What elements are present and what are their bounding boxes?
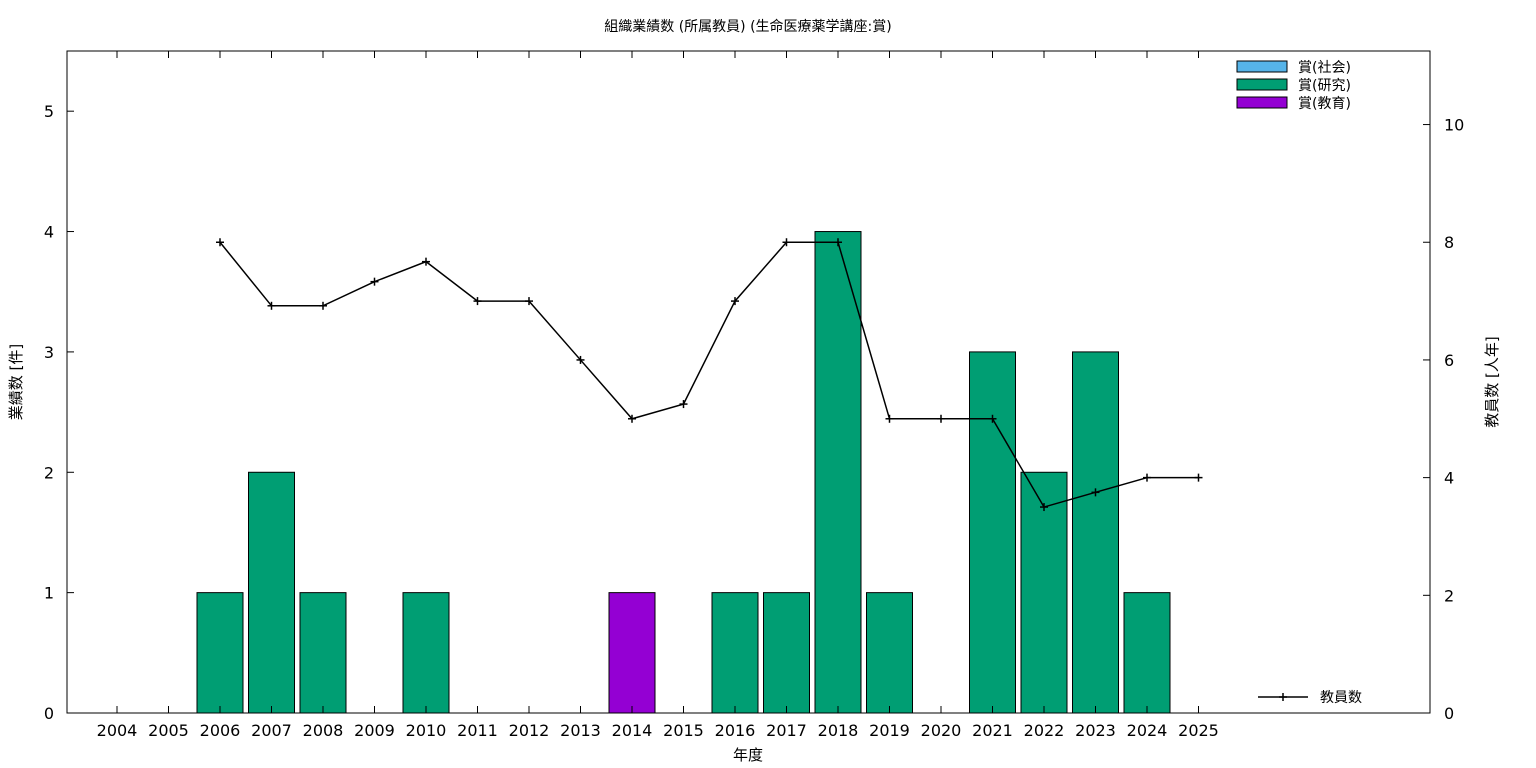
point-2024 [1143, 473, 1151, 482]
x-tick-label-2011: 2011 [457, 721, 498, 740]
chart-title: 組織業績数 (所属教員) (生命医療薬学講座:賞) [604, 18, 891, 35]
legend-swatch-教員数 [1258, 693, 1308, 701]
bar-2014 [608, 592, 656, 714]
x-tick-label-2013: 2013 [560, 721, 601, 740]
line-教員数 [219, 241, 1199, 508]
y2-tick-label-0: 0 [1444, 704, 1454, 723]
bar-2017 [763, 592, 810, 714]
x-tick-label-2005: 2005 [148, 721, 189, 740]
x-tick-label-2020: 2020 [921, 721, 962, 740]
point-2021 [988, 414, 997, 423]
legend-swatch-賞(研究) [1236, 78, 1288, 91]
legend-label-教員数: 教員数 [1320, 690, 1362, 706]
x-tick-label-2024: 2024 [1127, 721, 1168, 740]
y2-tick-label-10: 10 [1444, 116, 1464, 135]
bar-2019 [866, 592, 913, 714]
point-2013 [576, 355, 585, 364]
tick-labels-layer: 2004 2005 2006 2007 2008 2009 2010 2011 2012 2013… [44, 102, 1465, 740]
x-tick-label-2019: 2019 [869, 721, 910, 740]
x-tick-label-2018: 2018 [818, 721, 859, 740]
x-tick-label-2021: 2021 [972, 721, 1013, 740]
ticks-layer [67, 51, 1430, 714]
bar-2021 [969, 351, 1016, 714]
legend-swatch-賞(教育) [1236, 96, 1288, 109]
x-tick-label-2009: 2009 [354, 721, 395, 740]
y-tick-label-2: 2 [44, 463, 54, 482]
point-2014 [628, 414, 636, 423]
bar-2007 [248, 471, 295, 714]
legend: 賞(社会) 賞(研究) 賞(教育) 教員数 [1236, 60, 1362, 706]
y-tick-label-3: 3 [44, 343, 54, 362]
y2-tick-label-4: 4 [1444, 469, 1454, 488]
y-tick-label-5: 5 [44, 102, 54, 121]
bar-2023 [1072, 351, 1119, 714]
point-2011 [473, 297, 482, 306]
point-2012 [525, 297, 533, 306]
point-2007 [267, 301, 276, 310]
legend-label-賞(教育): 賞(教育) [1298, 96, 1351, 112]
y2-axis-label: 教員数 [人年] [1483, 336, 1501, 427]
point-2016 [731, 297, 739, 306]
point-2023 [1091, 488, 1100, 497]
bars-layer [196, 231, 1171, 714]
point-2017 [782, 238, 791, 247]
y-tick-label-0: 0 [44, 704, 54, 723]
point-2022 [1040, 503, 1048, 512]
x-tick-label-2014: 2014 [612, 721, 653, 740]
point-2010 [422, 257, 430, 266]
bar-2018 [814, 231, 862, 714]
legend-label-賞(社会): 賞(社会) [1298, 60, 1351, 76]
point-2009 [370, 277, 379, 286]
point-2019 [885, 414, 894, 423]
x-tick-label-2025: 2025 [1178, 721, 1219, 740]
x-tick-label-2023: 2023 [1075, 721, 1116, 740]
point-2020 [937, 414, 945, 423]
x-tick-label-2007: 2007 [251, 721, 292, 740]
x-tick-label-2022: 2022 [1024, 721, 1065, 740]
x-tick-label-2012: 2012 [509, 721, 550, 740]
x-tick-label-2006: 2006 [200, 721, 241, 740]
y-tick-label-1: 1 [44, 584, 54, 603]
bar-2006 [196, 592, 244, 714]
y2-tick-label-8: 8 [1444, 233, 1454, 252]
x-axis-label: 年度 [733, 746, 763, 764]
bar-2008 [299, 592, 347, 714]
x-tick-label-2004: 2004 [97, 721, 138, 740]
line-layer [216, 238, 1203, 512]
y2-tick-label-6: 6 [1444, 351, 1454, 370]
point-2015 [679, 400, 688, 409]
bar-2024 [1123, 592, 1171, 714]
point-2025 [1194, 473, 1203, 482]
x-tick-label-2017: 2017 [766, 721, 807, 740]
legend-label-賞(研究): 賞(研究) [1298, 78, 1351, 94]
point-2018 [834, 238, 842, 247]
point-2006 [216, 238, 224, 247]
y-axis-label: 業績数 [件] [7, 344, 25, 420]
y-tick-label-4: 4 [44, 223, 54, 242]
y2-tick-label-2: 2 [1444, 586, 1454, 605]
x-tick-label-2016: 2016 [715, 721, 756, 740]
bar-2010 [402, 592, 450, 714]
legend-swatch-賞(社会) [1236, 60, 1288, 73]
x-tick-label-2008: 2008 [303, 721, 344, 740]
x-tick-label-2010: 2010 [406, 721, 447, 740]
point-2008 [319, 301, 327, 310]
bar-2022 [1020, 471, 1068, 714]
x-tick-label-2015: 2015 [663, 721, 704, 740]
bar-2016 [711, 592, 759, 714]
plot-frame [66, 50, 1431, 714]
